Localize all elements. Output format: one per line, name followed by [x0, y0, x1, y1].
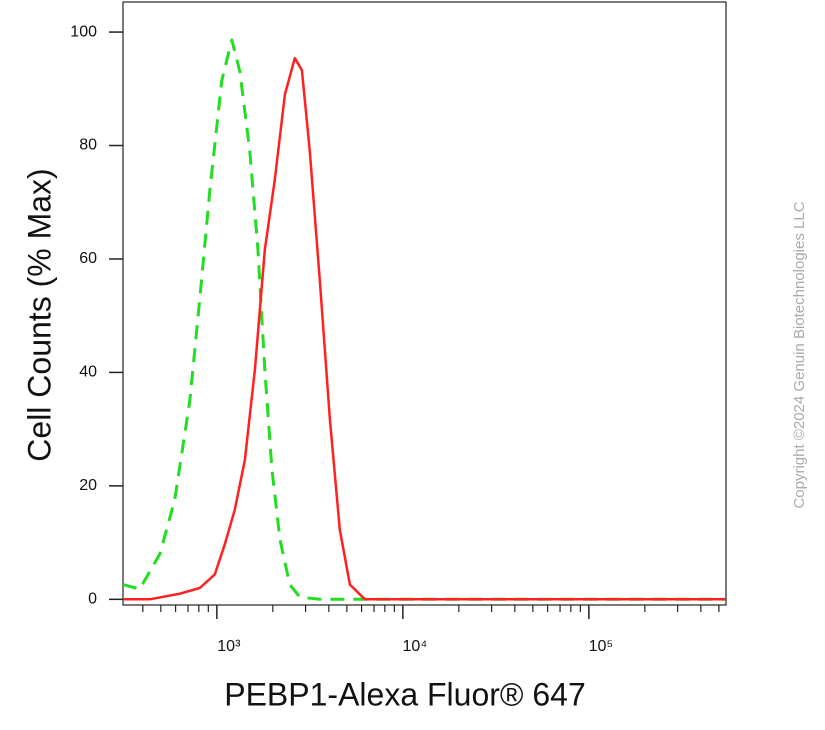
y-axis-title: Cell Counts (% Max): [21, 168, 57, 461]
x-tick-label: 10⁵: [589, 638, 613, 655]
x-axis-title: PEBP1-Alexa Fluor® 647: [224, 676, 586, 712]
histogram-line: [123, 56, 726, 601]
y-tick-label: 100: [70, 23, 97, 40]
y-tick-label: 60: [79, 250, 97, 267]
y-tick-label: 20: [79, 477, 97, 494]
y-tick-label: 80: [79, 137, 97, 154]
x-tick-label: 10⁴: [403, 638, 428, 655]
plot-frame: [122, 1, 727, 606]
histogram-line: [122, 38, 726, 601]
copyright: Copyright ©2024 Genuin Biotechnologies L…: [791, 201, 808, 508]
y-tick-label: 0: [88, 591, 97, 608]
x-tick-label: 10³: [217, 638, 241, 655]
y-tick-label: 40: [79, 364, 97, 381]
